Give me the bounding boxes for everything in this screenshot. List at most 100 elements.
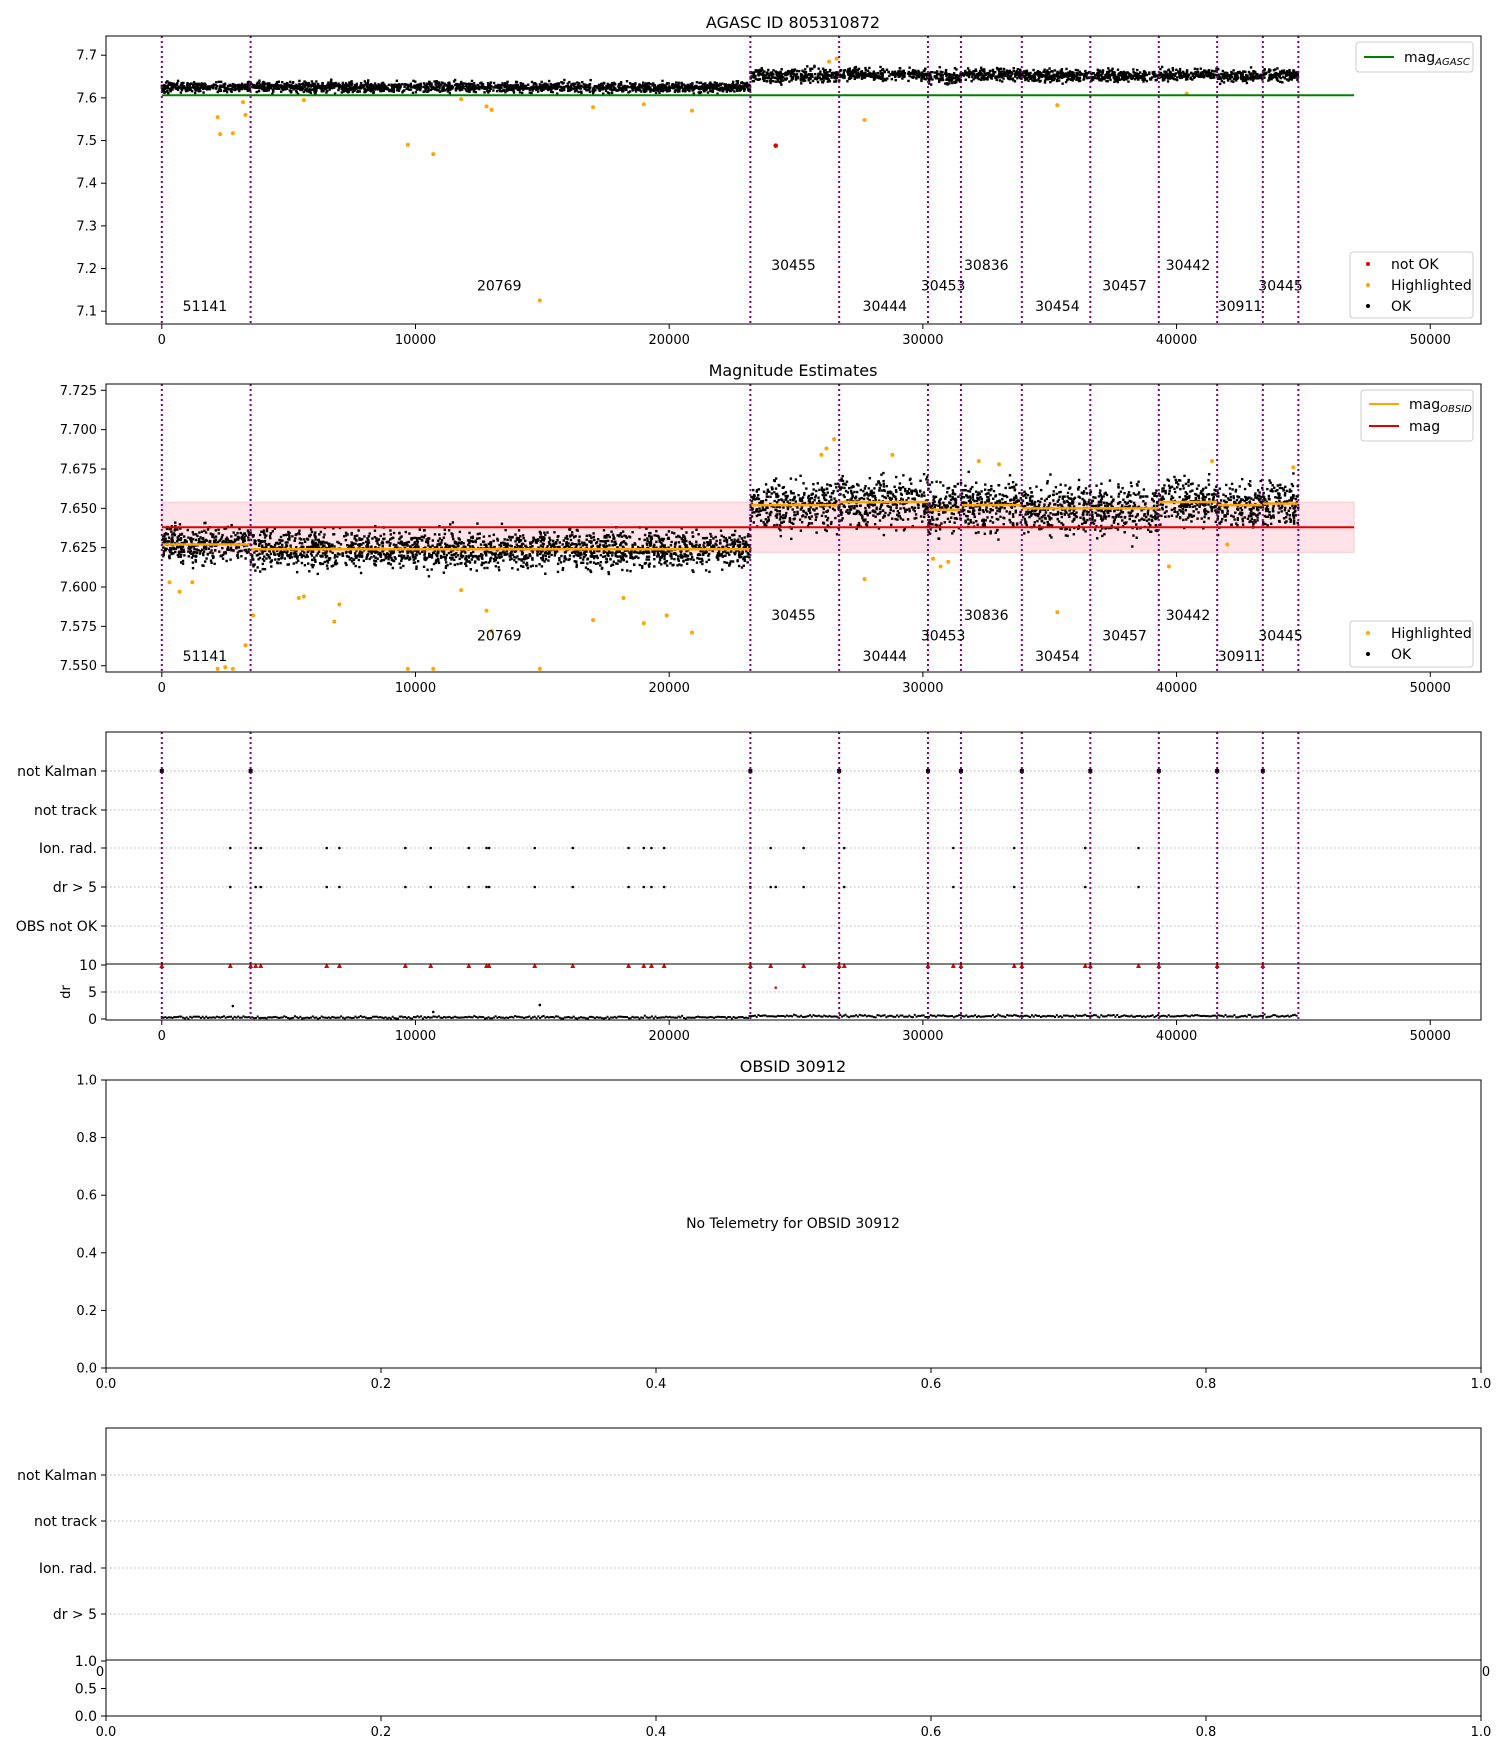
ok-point	[1078, 76, 1082, 79]
ok-point	[250, 85, 254, 89]
ok-point	[793, 74, 796, 77]
ok-point	[215, 87, 218, 90]
ok-point	[289, 85, 293, 88]
ok-point	[835, 71, 838, 74]
ok-point	[1037, 78, 1040, 81]
ok-point	[451, 86, 454, 89]
ok-point	[769, 72, 772, 75]
ok-point	[697, 85, 701, 89]
ok-point	[452, 545, 456, 548]
ok-point	[915, 77, 918, 80]
ok-point	[428, 81, 432, 84]
ok-point	[654, 87, 657, 90]
ok-point	[1287, 71, 1290, 74]
ok-point	[1116, 76, 1120, 80]
ok-point	[437, 88, 440, 92]
ok-point	[433, 80, 436, 83]
ok-point	[737, 88, 741, 91]
ok-point	[447, 86, 450, 90]
ok-point	[246, 81, 250, 84]
ok-point	[652, 87, 656, 91]
ok-point	[510, 551, 513, 554]
ok-point	[476, 532, 480, 536]
ok-point	[1111, 71, 1114, 74]
ok-point	[853, 68, 856, 72]
ok-point	[619, 81, 623, 84]
ok-point	[309, 552, 313, 555]
ok-point	[850, 70, 853, 73]
ok-point	[1125, 78, 1128, 81]
ok-point	[907, 70, 911, 74]
ok-point	[1155, 74, 1158, 78]
ok-point	[171, 540, 175, 543]
ok-point	[275, 84, 279, 88]
ok-point	[1185, 71, 1188, 75]
ok-point	[808, 73, 812, 76]
ok-point	[584, 83, 587, 86]
ok-point	[301, 549, 304, 553]
ok-point	[289, 544, 292, 547]
ok-point	[688, 86, 692, 90]
ok-point	[717, 84, 720, 87]
ok-point	[419, 88, 422, 91]
ok-point	[319, 530, 323, 534]
highlighted-point	[484, 104, 489, 109]
ok-point	[174, 87, 178, 90]
ok-point	[423, 553, 426, 557]
ok-point	[1106, 80, 1109, 83]
ok-point	[468, 541, 471, 544]
ok-point	[591, 91, 595, 95]
ok-point	[846, 73, 850, 76]
ok-point	[200, 82, 203, 85]
ok-point	[889, 72, 892, 76]
ok-point	[1024, 78, 1027, 82]
ok-point	[504, 91, 507, 94]
ok-point	[679, 551, 683, 554]
ok-point	[710, 535, 713, 538]
ok-point	[1279, 70, 1282, 74]
ok-point	[360, 554, 364, 557]
ok-point	[494, 558, 497, 562]
highlighted-point	[243, 112, 248, 117]
ok-point	[955, 81, 958, 84]
ok-point	[193, 548, 196, 551]
ok-point	[848, 69, 851, 72]
ok-point	[264, 86, 267, 89]
ok-point	[1217, 68, 1220, 71]
ok-point	[665, 533, 668, 536]
ok-point	[184, 539, 187, 542]
ok-point	[1116, 80, 1119, 83]
ok-point	[285, 81, 289, 85]
ok-point	[1279, 80, 1282, 84]
ok-point	[1248, 76, 1252, 80]
ok-point	[370, 556, 373, 559]
ok-point	[329, 80, 333, 83]
ok-point	[827, 78, 831, 81]
ok-point	[895, 72, 898, 75]
ok-point	[1111, 73, 1115, 77]
ok-point	[218, 550, 221, 553]
ok-point	[1141, 76, 1144, 80]
ok-point	[795, 72, 799, 76]
ok-point	[754, 69, 758, 72]
ok-point	[164, 549, 167, 552]
ok-point	[212, 536, 216, 539]
ok-point	[771, 79, 775, 83]
ok-point	[532, 82, 536, 85]
ok-point	[202, 86, 206, 90]
ok-point	[948, 82, 951, 85]
ok-point	[464, 87, 467, 91]
ok-point	[867, 74, 870, 77]
ok-point	[550, 84, 553, 88]
ok-point	[1095, 77, 1099, 80]
ok-point	[518, 88, 521, 92]
ok-point	[581, 544, 585, 547]
ok-point	[816, 80, 820, 84]
ok-point	[328, 88, 331, 91]
ok-point	[749, 77, 752, 80]
ok-point	[728, 553, 731, 556]
panel2-plot-area: 5114120769304553044430453308363045430457…	[160, 384, 1355, 672]
ok-point	[195, 554, 198, 558]
ok-point	[1216, 74, 1219, 78]
ok-point	[1285, 70, 1289, 73]
